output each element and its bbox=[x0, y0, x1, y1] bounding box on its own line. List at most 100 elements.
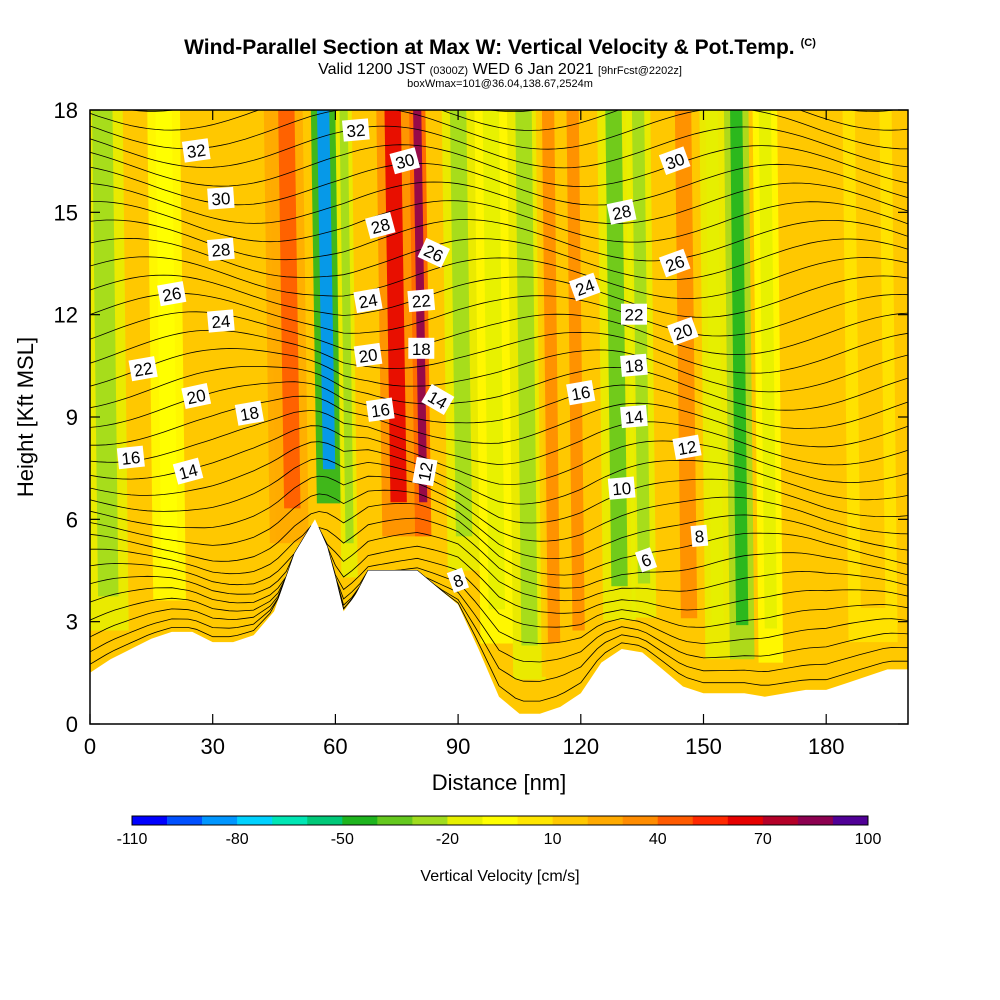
contour-label-text: 22 bbox=[132, 359, 154, 381]
contour-label: 12 bbox=[672, 434, 702, 460]
contour-label-box bbox=[157, 281, 187, 307]
colorbar-tick-label: 40 bbox=[649, 831, 667, 848]
theta-contour bbox=[90, 525, 908, 682]
theta-contour bbox=[90, 110, 908, 150]
colorbar-tick-label: -20 bbox=[436, 831, 459, 848]
theta-contour bbox=[90, 525, 908, 645]
contour-label: 12 bbox=[412, 456, 438, 487]
theta-contour bbox=[90, 457, 908, 524]
contour-label-text: 24 bbox=[211, 312, 232, 333]
x-tick-label: 30 bbox=[200, 734, 224, 759]
colorbar-swatch bbox=[342, 816, 378, 825]
theta-contour bbox=[90, 110, 908, 131]
contour-label-box bbox=[206, 309, 235, 333]
theta-contour bbox=[90, 475, 908, 542]
contour-label-box bbox=[353, 342, 383, 368]
velocity-band-core bbox=[730, 110, 749, 626]
contour-label-box bbox=[421, 383, 455, 416]
contour-label: 16 bbox=[116, 445, 145, 470]
contour-label-text: 20 bbox=[185, 386, 207, 409]
theta-contour bbox=[90, 395, 908, 448]
contour-label-text: 8 bbox=[694, 527, 705, 547]
y-tick-label: 6 bbox=[66, 507, 78, 532]
contour-label-text: 24 bbox=[357, 290, 379, 312]
colorbar-swatch bbox=[552, 816, 588, 825]
contour-label-text: 30 bbox=[211, 189, 231, 209]
contour-label-text: 32 bbox=[346, 121, 367, 142]
contour-label: 10 bbox=[607, 476, 636, 500]
theta-contour bbox=[90, 181, 908, 225]
colorbar-tick-label: 10 bbox=[544, 831, 562, 848]
contour-label: 30 bbox=[658, 146, 691, 176]
valid-time-line: Valid 1200 JST (0300Z) WED 6 Jan 2021 [9… bbox=[0, 61, 1000, 79]
colorbar-swatch bbox=[762, 816, 799, 825]
contour-label-box bbox=[620, 404, 648, 429]
colorbar-swatch bbox=[447, 816, 483, 825]
contour-label: 30 bbox=[207, 186, 235, 210]
contour-label: 28 bbox=[606, 198, 637, 225]
contour-label-box bbox=[181, 138, 211, 163]
colorbar-swatch bbox=[482, 816, 518, 825]
contour-label-box bbox=[667, 316, 699, 346]
valid-prefix: Valid 1200 JST bbox=[318, 61, 426, 78]
velocity-field bbox=[90, 110, 908, 724]
contour-label-text: 20 bbox=[357, 345, 378, 366]
contour-label-box bbox=[364, 212, 396, 240]
contour-label-box bbox=[446, 567, 470, 593]
box-info: boxWmax=101@36.04,138.67,2524m bbox=[407, 78, 593, 90]
contour-label-text: 22 bbox=[625, 306, 644, 325]
y-tick-label: 12 bbox=[54, 303, 78, 328]
velocity-band-core bbox=[854, 110, 886, 609]
contour-label-box bbox=[568, 272, 601, 302]
contour-label-box bbox=[672, 434, 702, 460]
contour-label: 20 bbox=[181, 383, 212, 409]
contour-label-text: 14 bbox=[177, 460, 200, 483]
contour-label-text: 22 bbox=[411, 291, 432, 312]
theta-contour bbox=[90, 502, 908, 576]
contour-label-box bbox=[417, 237, 451, 268]
contour-label: 6 bbox=[634, 547, 658, 573]
contour-label-box bbox=[389, 147, 421, 175]
x-axis-title: Distance [nm] bbox=[432, 770, 567, 795]
contour-label: 30 bbox=[389, 147, 421, 175]
velocity-band-core bbox=[705, 110, 724, 626]
contour-label: 24 bbox=[353, 287, 383, 314]
theta-contour bbox=[90, 517, 908, 589]
contour-label-text: 12 bbox=[676, 437, 698, 459]
theta-contour bbox=[90, 366, 908, 411]
chart-title-text: Wind-Parallel Section at Max W: Vertical… bbox=[184, 36, 795, 59]
velocity-band-core bbox=[566, 110, 585, 631]
theta-contour bbox=[90, 256, 908, 300]
colorbar: -110 -80 -50 -20 10 40 70 100 bbox=[117, 815, 881, 848]
x-tick-label: 60 bbox=[323, 734, 347, 759]
colorbar-swatch bbox=[727, 816, 764, 825]
contour-label-text: 14 bbox=[624, 407, 645, 428]
contour-label-text: 18 bbox=[624, 356, 645, 377]
colorbar-swatch bbox=[237, 816, 273, 825]
contour-label-box bbox=[607, 476, 636, 500]
theta-contour bbox=[90, 200, 908, 243]
velocity-band-core bbox=[515, 110, 538, 646]
contour-label-box bbox=[116, 445, 145, 470]
contour-label-text: 10 bbox=[611, 479, 632, 500]
copyright-mark: (C) bbox=[800, 37, 816, 49]
x-tick-label: 120 bbox=[562, 734, 599, 759]
theta-contour bbox=[90, 381, 908, 429]
x-tick-label: 180 bbox=[808, 734, 845, 759]
y-tick-label: 3 bbox=[66, 610, 78, 635]
theta-contours bbox=[90, 110, 908, 702]
theta-contour bbox=[90, 125, 908, 169]
contour-label: 18 bbox=[408, 337, 435, 359]
contour-label: 32 bbox=[341, 118, 370, 142]
contour-label-box bbox=[606, 198, 637, 225]
chart-title: Wind-Parallel Section at Max W: Vertical… bbox=[0, 36, 1000, 60]
contour-label-text: 28 bbox=[611, 202, 633, 225]
colorbar-swatch bbox=[517, 816, 553, 825]
theta-contour bbox=[90, 237, 908, 281]
contour-label-box bbox=[690, 524, 709, 548]
forecast-info: [9hrFcst@2202z] bbox=[597, 65, 682, 77]
colorbar-swatch bbox=[797, 816, 834, 825]
contour-label: 18 bbox=[234, 400, 265, 426]
contour-label-box bbox=[206, 237, 235, 261]
